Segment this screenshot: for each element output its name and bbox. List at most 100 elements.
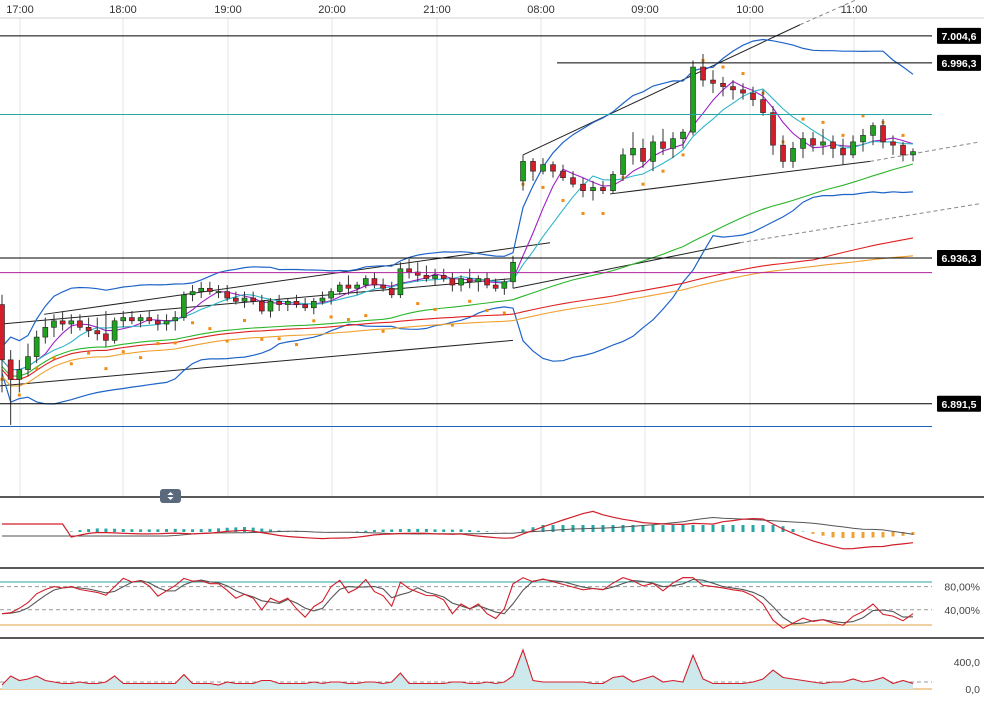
- price-box-3[interactable]: [937, 395, 981, 412]
- candle-body[interactable]: [198, 287, 205, 292]
- candle-body[interactable]: [7, 359, 14, 380]
- candle-body[interactable]: [233, 297, 239, 302]
- candle-body[interactable]: [172, 317, 179, 322]
- trendline-5[interactable]: [512, 242, 741, 289]
- candle-body[interactable]: [380, 284, 386, 289]
- candle-body[interactable]: [189, 291, 196, 296]
- candle-body[interactable]: [310, 301, 317, 309]
- candle-body[interactable]: [146, 317, 153, 322]
- candle-body[interactable]: [510, 261, 516, 283]
- candle-body[interactable]: [319, 297, 326, 302]
- candle-body[interactable]: [475, 278, 482, 283]
- candle-body[interactable]: [302, 304, 308, 309]
- candle-body[interactable]: [910, 151, 916, 156]
- candle-body[interactable]: [590, 187, 596, 191]
- candle-body[interactable]: [540, 164, 546, 172]
- candle-body[interactable]: [432, 274, 438, 279]
- candle-body[interactable]: [42, 327, 49, 338]
- candle-body[interactable]: [710, 79, 716, 84]
- candle-body[interactable]: [111, 320, 118, 341]
- candle-body[interactable]: [690, 66, 696, 133]
- candle-body[interactable]: [285, 301, 291, 305]
- candle-body[interactable]: [328, 291, 334, 299]
- candle-body[interactable]: [600, 187, 606, 191]
- candle-body[interactable]: [830, 141, 836, 149]
- candle-body[interactable]: [840, 148, 846, 156]
- candle-body[interactable]: [560, 170, 566, 178]
- candle-body[interactable]: [800, 138, 806, 149]
- candle-body[interactable]: [750, 92, 756, 100]
- candle-body[interactable]: [16, 369, 23, 380]
- candle-body[interactable]: [77, 320, 83, 328]
- candle-body[interactable]: [820, 141, 826, 146]
- pane-resize-handle[interactable]: [160, 489, 181, 503]
- candle-body[interactable]: [423, 274, 430, 279]
- candle-body[interactable]: [760, 99, 766, 113]
- candle-body[interactable]: [345, 284, 352, 289]
- candle-body[interactable]: [85, 327, 92, 331]
- candle-body[interactable]: [810, 138, 816, 146]
- candle-body[interactable]: [397, 268, 404, 296]
- candle-body[interactable]: [890, 141, 896, 146]
- level-layer[interactable]: 7.004,6 6.996,3 6.936,3 6.891,5: [0, 27, 981, 428]
- candle-body[interactable]: [790, 148, 796, 162]
- candle-body[interactable]: [670, 138, 676, 149]
- candle-body[interactable]: [850, 141, 856, 156]
- candle-body[interactable]: [466, 278, 473, 283]
- candle-body[interactable]: [259, 301, 265, 312]
- candle-body[interactable]: [770, 112, 776, 146]
- candle-body[interactable]: [650, 141, 656, 162]
- trendline-8[interactable]: [739, 203, 981, 244]
- candle-body[interactable]: [550, 164, 556, 172]
- candle-body[interactable]: [207, 287, 213, 292]
- candle-body[interactable]: [780, 144, 786, 162]
- candle-body[interactable]: [267, 301, 274, 312]
- candle-body[interactable]: [362, 278, 369, 286]
- candle-body[interactable]: [740, 89, 746, 94]
- candle-body[interactable]: [33, 336, 40, 357]
- trendline-3[interactable]: [609, 160, 871, 195]
- candle-body[interactable]: [25, 356, 31, 370]
- candle-body[interactable]: [51, 320, 57, 328]
- candle-body[interactable]: [250, 297, 256, 302]
- candle-body[interactable]: [501, 281, 508, 289]
- candle-body[interactable]: [458, 278, 464, 286]
- candle-body[interactable]: [59, 320, 66, 325]
- candle-body[interactable]: [0, 304, 5, 361]
- trendline-6[interactable]: [799, 0, 932, 26]
- candle-body[interactable]: [293, 301, 300, 305]
- candle-body[interactable]: [640, 148, 646, 162]
- candle-layer[interactable]: [0, 54, 916, 425]
- candle-body[interactable]: [414, 271, 421, 276]
- candle-body[interactable]: [449, 278, 456, 286]
- candle-body[interactable]: [68, 320, 75, 325]
- candle-body[interactable]: [880, 125, 886, 143]
- candle-body[interactable]: [137, 317, 144, 322]
- candle-body[interactable]: [580, 183, 586, 191]
- candle-body[interactable]: [700, 66, 706, 81]
- price-box-2[interactable]: [937, 250, 981, 267]
- candle-body[interactable]: [215, 291, 222, 294]
- trendline-1[interactable]: [0, 339, 514, 387]
- candle-body[interactable]: [103, 333, 109, 341]
- candle-body[interactable]: [336, 284, 343, 292]
- candle-body[interactable]: [900, 144, 906, 156]
- candle-body[interactable]: [492, 284, 499, 289]
- price-box-0[interactable]: [937, 27, 981, 44]
- candle-body[interactable]: [371, 278, 378, 286]
- candle-body[interactable]: [120, 317, 127, 322]
- candle-body[interactable]: [620, 154, 626, 175]
- trendline-2[interactable]: [522, 24, 801, 156]
- candle-body[interactable]: [354, 284, 360, 289]
- candle-body[interactable]: [181, 294, 187, 318]
- candle-body[interactable]: [720, 83, 726, 87]
- candle-body[interactable]: [224, 291, 230, 299]
- candle-body[interactable]: [860, 135, 866, 143]
- candle-body[interactable]: [129, 317, 135, 322]
- trendline-4[interactable]: [43, 242, 551, 315]
- candle-body[interactable]: [610, 174, 616, 191]
- candle-body[interactable]: [870, 125, 876, 136]
- candle-body[interactable]: [440, 274, 447, 279]
- candle-body[interactable]: [241, 297, 248, 302]
